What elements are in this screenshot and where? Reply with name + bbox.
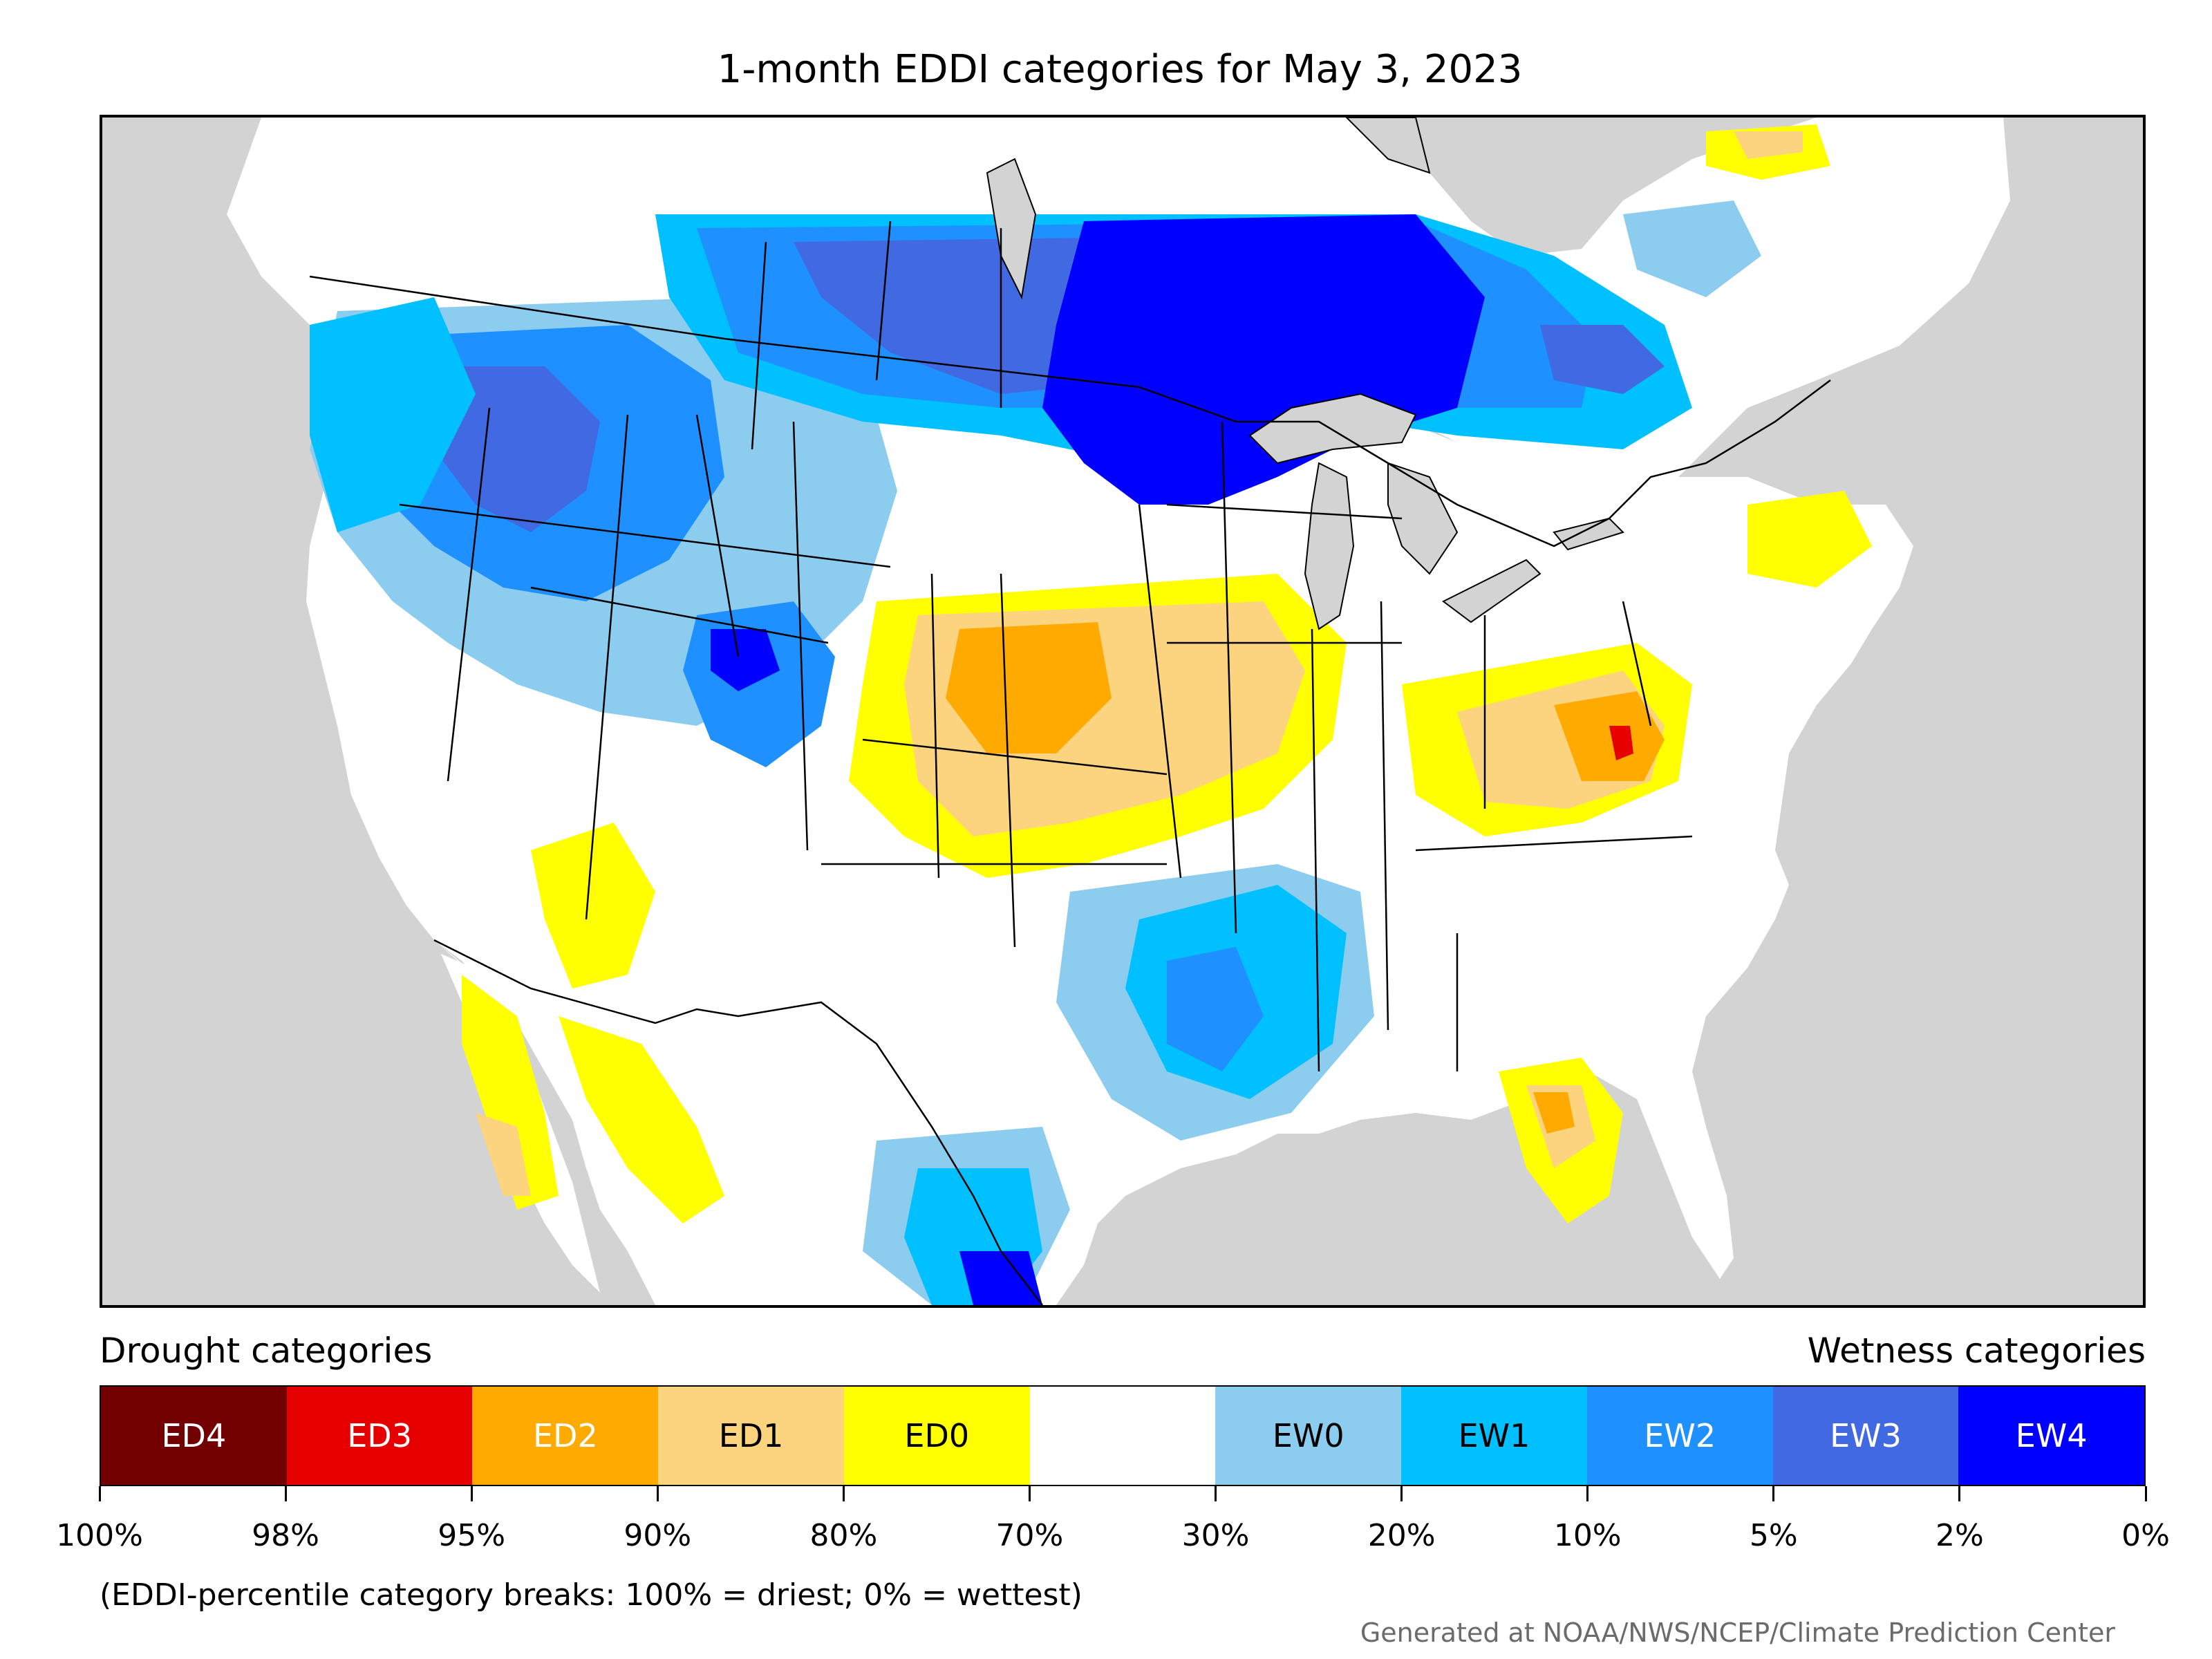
credit-line: Generated at NOAA/NWS/NCEP/Climate Predi…: [1360, 1618, 2115, 1648]
colorbar-tick-label: 100%: [56, 1518, 143, 1553]
hudson-bay: [1345, 118, 1431, 174]
colorbar-tick: [1028, 1486, 1031, 1501]
colorbar-segment: ED1: [658, 1387, 844, 1485]
colorbar-tick-label: 90%: [624, 1518, 692, 1553]
colorbar-tick: [1215, 1486, 1217, 1501]
us-mexico-border: [433, 939, 1043, 1305]
colorbar-tick-label: 0%: [2121, 1518, 2170, 1553]
colorbar-tick-label: 10%: [1553, 1518, 1622, 1553]
colorbar-segment: ED3: [286, 1387, 473, 1485]
colorbar-segment: EW0: [1215, 1387, 1402, 1485]
colorbar-segment: ED2: [472, 1387, 659, 1485]
colorbar-segment: EW2: [1586, 1387, 1773, 1485]
lake-erie: [1442, 559, 1541, 624]
lake-ontario: [1553, 517, 1624, 551]
colorbar-segment: EW4: [1958, 1387, 2145, 1485]
us-canada-border: [309, 275, 1831, 547]
lake-huron: [1387, 462, 1459, 575]
great-lakes: [986, 118, 1624, 630]
colorbar-tick: [1586, 1486, 1589, 1501]
colorbar-tick: [470, 1486, 473, 1501]
colorbar-tick-label: 70%: [995, 1518, 1064, 1553]
colorbar-tick-label: 20%: [1367, 1518, 1436, 1553]
colorbar-segment: [1029, 1387, 1216, 1485]
colorbar-tick: [1772, 1486, 1775, 1501]
colorbar-tick-label: 80%: [809, 1518, 878, 1553]
colorbar-tick-label: 95%: [438, 1518, 506, 1553]
colorbar-segment: EW1: [1401, 1387, 1587, 1485]
wetness-categories-heading: Wetness categories: [1807, 1331, 2146, 1371]
colorbar-tick-label: 98%: [252, 1518, 319, 1553]
colorbar-segment: ED4: [101, 1387, 287, 1485]
colorbar-tick-label: 5%: [1749, 1518, 1798, 1553]
drought-categories-heading: Drought categories: [100, 1331, 433, 1371]
map-canvas: [227, 118, 2010, 1305]
colorbar-tick: [2144, 1486, 2147, 1501]
colorbar-tick: [1400, 1486, 1403, 1501]
colorbar-tick: [842, 1486, 845, 1501]
lake-winnipeg: [986, 158, 1037, 300]
colorbar-tick-label: 2%: [1936, 1518, 1984, 1553]
colorbar-tick: [656, 1486, 659, 1501]
map-title: 1-month EDDI categories for May 3, 2023: [717, 47, 1523, 92]
colorbar-tick: [1958, 1486, 1961, 1501]
lake-michigan: [1304, 462, 1355, 630]
colorbar-segment: EW3: [1772, 1387, 1959, 1485]
boundaries: [309, 221, 1831, 1305]
category-colorbar: ED4 ED3 ED2 ED1 ED0 EW0 EW1 EW2 EW3 EW4: [100, 1385, 2146, 1486]
colorbar-ticks: [98, 1486, 2147, 1507]
colorbar-segment: ED0: [843, 1387, 1030, 1485]
colorbar-tick: [284, 1486, 287, 1501]
percentile-note: (EDDI-percentile category breaks: 100% =…: [100, 1577, 1082, 1613]
state-lines: [399, 221, 1693, 1072]
colorbar-tick-label: 30%: [1181, 1518, 1250, 1553]
lake-superior: [1248, 393, 1417, 465]
colorbar-tick: [98, 1486, 101, 1501]
eddi-map: [100, 115, 2146, 1308]
